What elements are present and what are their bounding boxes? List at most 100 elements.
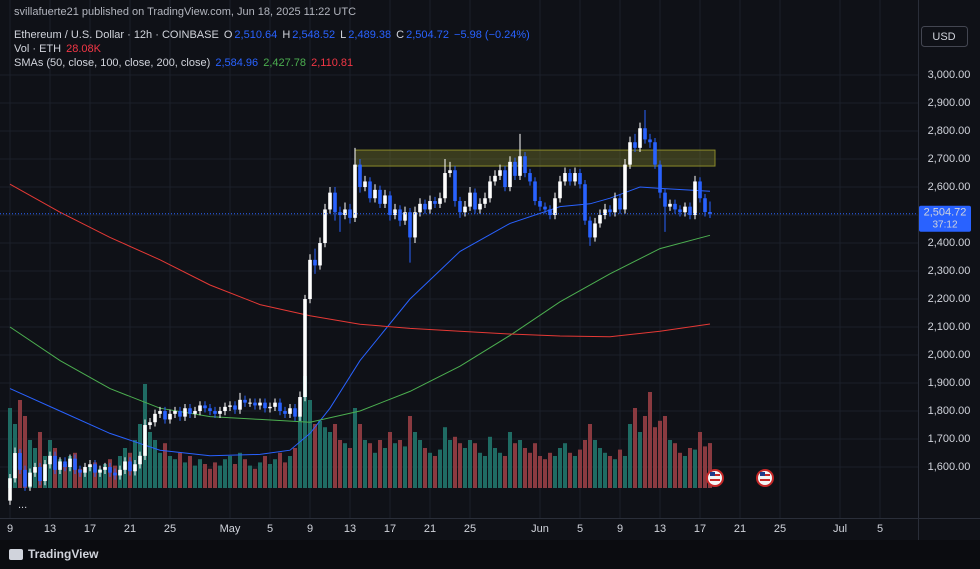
volume-bar bbox=[348, 448, 352, 488]
volume-bar bbox=[708, 443, 712, 488]
candle-body bbox=[468, 192, 472, 207]
event-flag[interactable] bbox=[706, 469, 724, 487]
x-tick-label: 5 bbox=[577, 523, 583, 535]
volume-bar bbox=[573, 456, 577, 488]
h-label: H bbox=[282, 29, 291, 41]
candle-body bbox=[408, 212, 412, 238]
volume-bar bbox=[223, 459, 227, 488]
candle-body bbox=[183, 408, 187, 417]
candle-body bbox=[553, 198, 557, 216]
more-button[interactable]: ... bbox=[18, 499, 27, 511]
y-tick-label: 2,100.00 bbox=[928, 321, 971, 333]
volume-bar bbox=[588, 424, 592, 488]
sma-legend: SMAs (50, close, 100, close, 200, close)… bbox=[14, 57, 355, 69]
x-tick-label: 5 bbox=[877, 523, 883, 535]
volume-bar bbox=[333, 424, 337, 488]
candle-body bbox=[303, 299, 307, 398]
sma-line bbox=[9, 234, 711, 423]
y-tick-label: 2,700.00 bbox=[928, 153, 971, 165]
candle-body bbox=[383, 195, 387, 204]
volume-bar bbox=[318, 420, 322, 488]
candle-body bbox=[193, 411, 197, 414]
x-tick-label: 9 bbox=[7, 523, 13, 535]
volume-bar bbox=[168, 456, 172, 488]
volume-bar bbox=[303, 376, 307, 488]
event-flag[interactable] bbox=[756, 469, 774, 487]
volume-bar bbox=[423, 448, 427, 488]
candle-body bbox=[533, 181, 537, 202]
y-tick-label: 2,800.00 bbox=[928, 125, 971, 137]
candle-body bbox=[568, 173, 572, 182]
volume-bar bbox=[183, 462, 187, 488]
volume-bar bbox=[553, 456, 557, 488]
candle-body bbox=[573, 173, 577, 182]
candle-body bbox=[648, 139, 652, 143]
candle-body bbox=[498, 170, 502, 176]
price-tag bbox=[919, 205, 971, 232]
candle-body bbox=[268, 406, 272, 409]
volume-bar bbox=[68, 456, 72, 488]
volume-bar bbox=[358, 424, 362, 488]
y-tick-label: 1,700.00 bbox=[928, 433, 971, 445]
candle-body bbox=[358, 164, 362, 188]
candle-body bbox=[318, 243, 322, 266]
x-tick-label: 13 bbox=[654, 523, 666, 535]
candle-body bbox=[613, 198, 617, 213]
candle-body bbox=[243, 399, 247, 403]
volume-bar bbox=[218, 465, 222, 488]
candle-body bbox=[443, 173, 447, 199]
l-label: L bbox=[340, 29, 347, 41]
volume-bar bbox=[693, 449, 697, 488]
candle-body bbox=[118, 469, 122, 476]
candle-body bbox=[328, 192, 332, 210]
candle-body bbox=[608, 209, 612, 213]
volume-bar bbox=[463, 448, 467, 488]
volume-bar bbox=[488, 436, 492, 488]
volume-bar bbox=[523, 448, 527, 488]
candle-body bbox=[148, 422, 152, 426]
candle-body bbox=[373, 189, 377, 199]
x-tick-label: 13 bbox=[44, 523, 56, 535]
x-tick-label: 9 bbox=[617, 523, 623, 535]
candle-body bbox=[523, 156, 527, 174]
volume-bar bbox=[313, 424, 317, 488]
candle-body bbox=[173, 411, 177, 414]
sma-line bbox=[9, 183, 711, 338]
volume-bar bbox=[288, 456, 292, 488]
candle-body bbox=[428, 201, 432, 210]
x-tick-label: 25 bbox=[774, 523, 786, 535]
candle-body bbox=[603, 209, 607, 216]
candle-body bbox=[93, 464, 97, 473]
volume-bar bbox=[603, 452, 607, 488]
volume-bar bbox=[193, 465, 197, 488]
candle-body bbox=[578, 173, 582, 185]
volume-bar bbox=[8, 408, 12, 488]
candle-body bbox=[653, 142, 657, 165]
published-line: svillafuerte21 published on TradingView.… bbox=[14, 6, 357, 18]
currency[interactable]: USD bbox=[932, 31, 955, 43]
currency-box[interactable] bbox=[921, 26, 968, 47]
zone-layer bbox=[354, 149, 716, 167]
volume-bar bbox=[578, 449, 582, 488]
candle-body bbox=[558, 181, 562, 199]
y-tick-label: 2,900.00 bbox=[928, 97, 971, 109]
o-value: 2,510.64 bbox=[234, 29, 278, 41]
volume-bar bbox=[688, 448, 692, 488]
c-label: C bbox=[396, 29, 405, 41]
candle-body bbox=[293, 408, 297, 417]
candle-body bbox=[708, 212, 712, 214]
volume-bar bbox=[558, 448, 562, 488]
candle-body bbox=[598, 215, 602, 224]
candle-body bbox=[583, 184, 587, 221]
vol-value: 28.08K bbox=[66, 43, 102, 55]
volume-bar bbox=[323, 427, 327, 488]
volume-legend: Vol · ETH 28.08K bbox=[14, 43, 103, 55]
volume-bar bbox=[498, 452, 502, 488]
candle-body bbox=[403, 212, 407, 221]
candle-body bbox=[528, 173, 532, 182]
volume-bar bbox=[513, 443, 517, 488]
volume-bar bbox=[293, 448, 297, 488]
y-tick-label: 2,200.00 bbox=[928, 293, 971, 305]
volume-bar bbox=[623, 456, 627, 488]
candle-layer bbox=[0, 110, 918, 505]
